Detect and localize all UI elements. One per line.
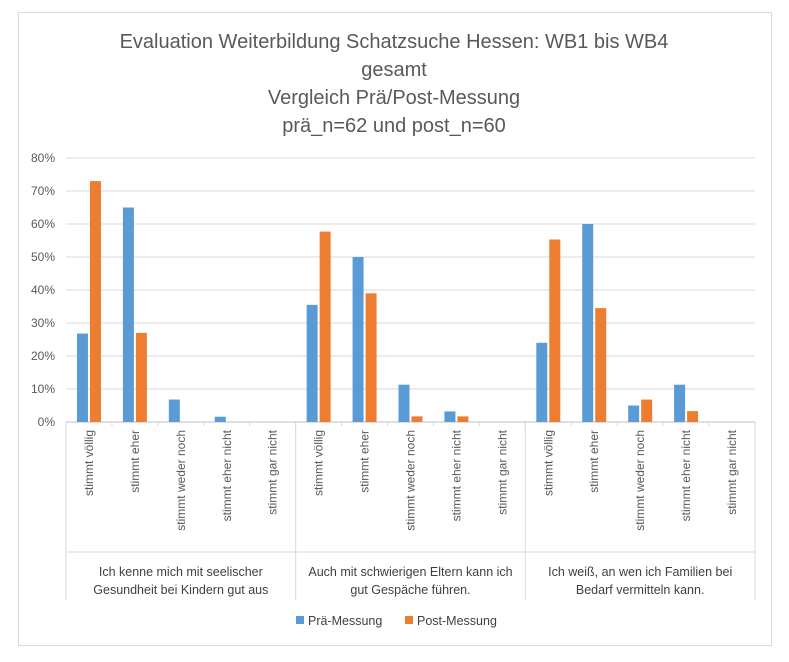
- chart-title-line: gesamt: [361, 59, 427, 81]
- bar-post: [319, 231, 331, 422]
- bar-post: [457, 416, 469, 422]
- bar-post: [687, 411, 699, 422]
- group-label: Auch mit schwierigen Eltern kann ich: [308, 565, 512, 579]
- chart-title-line: Vergleich Prä/Post-Messung: [268, 87, 520, 109]
- bar-pre: [76, 333, 88, 422]
- group-label: gut Gespäche führen.: [350, 583, 470, 597]
- bar-pre: [168, 399, 180, 422]
- y-tick-label: 20%: [31, 349, 55, 363]
- bar-post: [595, 308, 607, 422]
- y-tick-label: 80%: [31, 151, 55, 165]
- bar-pre: [674, 384, 686, 422]
- y-tick-label: 60%: [31, 217, 55, 231]
- group-label: Ich kenne mich mit seelischer: [99, 565, 263, 579]
- category-label: stimmt weder noch: [404, 430, 418, 531]
- bar-pre: [628, 405, 640, 422]
- bar-post: [411, 416, 423, 422]
- y-tick-label: 50%: [31, 250, 55, 264]
- category-label: stimmt eher nicht: [449, 429, 463, 521]
- y-tick-label: 30%: [31, 316, 55, 330]
- category-label: stimmt weder noch: [633, 430, 647, 531]
- category-label: stimmt eher: [128, 430, 142, 493]
- chart-title-line: Evaluation Weiterbildung Schatzsuche Hes…: [120, 31, 669, 53]
- bar-pre: [444, 411, 456, 422]
- bar-post: [549, 239, 561, 422]
- category-label: stimmt völlig: [541, 430, 555, 496]
- bar-pre: [352, 257, 364, 422]
- category-label: stimmt weder noch: [174, 430, 188, 531]
- bar-pre: [582, 224, 594, 422]
- bar-pre: [536, 342, 548, 422]
- category-label: stimmt eher nicht: [679, 429, 693, 521]
- category-label: stimmt gar nicht: [495, 429, 509, 514]
- legend-swatch: [296, 616, 304, 624]
- chart-title-line: prä_n=62 und post_n=60: [282, 115, 506, 137]
- category-label: stimmt völlig: [82, 430, 96, 496]
- category-label: stimmt eher: [358, 430, 372, 493]
- category-label: stimmt gar nicht: [266, 429, 280, 514]
- bar-post: [365, 293, 377, 422]
- y-tick-label: 10%: [31, 382, 55, 396]
- bar-pre: [398, 384, 410, 422]
- category-label: stimmt gar nicht: [725, 429, 739, 514]
- group-label: Bedarf vermitteln kann.: [576, 583, 705, 597]
- group-label: Ich weiß, an wen ich Familien bei: [548, 565, 732, 579]
- bar-post: [641, 399, 653, 422]
- category-label: stimmt eher nicht: [220, 429, 234, 521]
- category-label: stimmt völlig: [312, 430, 326, 496]
- bar-pre: [122, 207, 134, 422]
- chart-frame: [18, 12, 772, 646]
- legend-label: Prä-Messung: [308, 614, 382, 628]
- group-label: Gesundheit bei Kindern gut aus: [93, 583, 268, 597]
- bar-pre: [306, 304, 318, 422]
- legend-label: Post-Messung: [417, 614, 497, 628]
- bar-post: [135, 332, 147, 422]
- bar-post: [89, 181, 101, 422]
- bar-pre: [214, 416, 226, 422]
- legend-swatch: [405, 616, 413, 624]
- category-label: stimmt eher: [587, 430, 601, 493]
- y-tick-label: 70%: [31, 184, 55, 198]
- y-tick-label: 0%: [38, 415, 56, 429]
- y-tick-label: 40%: [31, 283, 55, 297]
